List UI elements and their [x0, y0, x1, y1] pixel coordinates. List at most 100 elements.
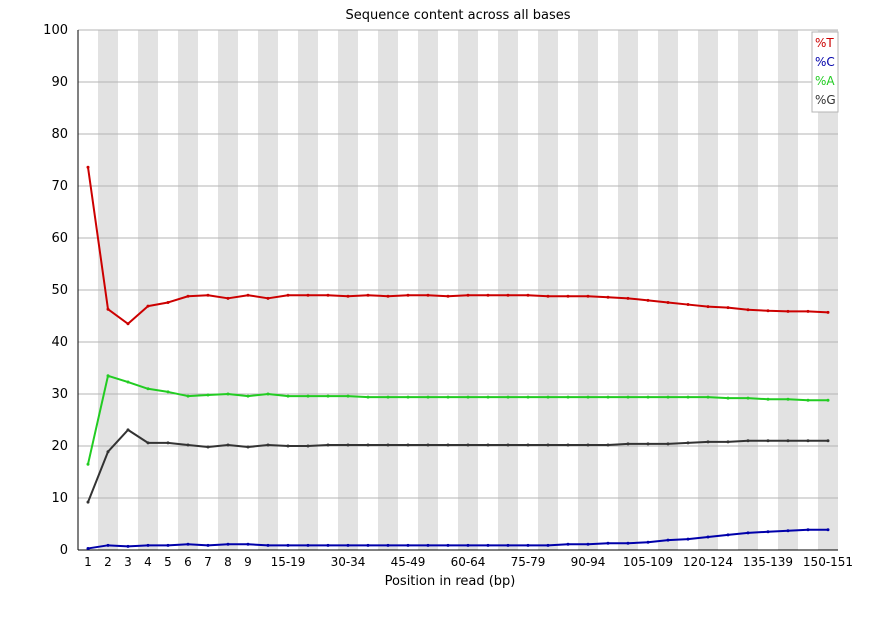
- point-1-11: [286, 543, 290, 547]
- point-2-21: [486, 395, 490, 399]
- point-3-9: [246, 445, 250, 449]
- point-3-37: [806, 439, 810, 443]
- point-3-30: [666, 442, 670, 446]
- point-1-21: [486, 543, 490, 547]
- point-0-33: [726, 306, 730, 310]
- point-2-14: [346, 394, 350, 398]
- point-2-32: [706, 395, 710, 399]
- point-3-16: [386, 443, 390, 447]
- point-2-35: [766, 397, 770, 401]
- point-1-5: [166, 543, 170, 547]
- point-1-34: [746, 531, 750, 535]
- point-2-31: [686, 395, 690, 399]
- point-3-20: [466, 443, 470, 447]
- x-tick-label-7: 7: [204, 555, 212, 569]
- point-3-11: [286, 444, 290, 448]
- point-2-2: [106, 374, 110, 378]
- x-tick-label-38: 150-151: [803, 555, 853, 569]
- point-3-31: [686, 441, 690, 445]
- point-3-19: [446, 443, 450, 447]
- legend: %T %C %A %G: [811, 31, 839, 113]
- y-tick-label-20: 20: [51, 439, 68, 454]
- point-1-16: [386, 543, 390, 547]
- x-tick-label-26: 90-94: [571, 555, 606, 569]
- point-3-35: [766, 439, 770, 443]
- x-tick-label-8: 8: [224, 555, 232, 569]
- point-2-19: [446, 395, 450, 399]
- point-0-36: [786, 309, 790, 313]
- point-3-38: [826, 439, 830, 443]
- point-1-36: [786, 529, 790, 533]
- x-tick-label-9: 9: [244, 555, 252, 569]
- point-3-15: [366, 443, 370, 447]
- point-1-35: [766, 530, 770, 534]
- y-tick-label-60: 60: [51, 231, 68, 246]
- y-tick-label-10: 10: [51, 491, 68, 506]
- point-0-17: [406, 293, 410, 297]
- point-1-8: [226, 542, 230, 546]
- point-1-14: [346, 543, 350, 547]
- point-3-3: [126, 428, 130, 432]
- point-3-36: [786, 439, 790, 443]
- point-0-15: [366, 293, 370, 297]
- point-1-30: [666, 538, 670, 542]
- point-2-9: [246, 394, 250, 398]
- point-3-26: [586, 443, 590, 447]
- point-2-38: [826, 398, 830, 402]
- point-2-28: [626, 395, 630, 399]
- point-3-14: [346, 443, 350, 447]
- point-2-16: [386, 395, 390, 399]
- point-0-25: [566, 294, 570, 298]
- point-2-25: [566, 395, 570, 399]
- series-lines: [86, 165, 830, 550]
- point-0-29: [646, 298, 650, 302]
- position-stripes: [98, 30, 838, 550]
- point-1-19: [446, 543, 450, 547]
- point-1-12: [306, 543, 310, 547]
- point-3-4: [146, 441, 150, 445]
- point-1-4: [146, 543, 150, 547]
- point-1-17: [406, 543, 410, 547]
- point-0-34: [746, 308, 750, 312]
- tick-labels: 0 10 20 30 40 50 60 70 80 90 100 1 2 3 4 5 6 7 8 9 15-19 30-3…: [43, 23, 853, 569]
- point-1-10: [266, 543, 270, 547]
- point-3-10: [266, 443, 270, 447]
- legend-box: [811, 31, 839, 113]
- point-2-1: [86, 462, 90, 466]
- point-0-7: [206, 293, 210, 297]
- point-3-8: [226, 443, 230, 447]
- point-2-26: [586, 395, 590, 399]
- point-0-20: [466, 293, 470, 297]
- series-line-2: [87, 374, 828, 465]
- point-0-5: [166, 300, 170, 304]
- y-tick-label-40: 40: [51, 335, 68, 350]
- point-3-25: [566, 443, 570, 447]
- point-1-32: [706, 535, 710, 539]
- axes: [77, 30, 838, 551]
- point-1-7: [206, 543, 210, 547]
- point-2-34: [746, 396, 750, 400]
- point-1-27: [606, 541, 610, 545]
- point-0-22: [506, 293, 510, 297]
- x-tick-label-2: 2: [104, 555, 112, 569]
- point-2-18: [426, 395, 430, 399]
- x-tick-label-32: 120-124: [683, 555, 733, 569]
- y-tick-label-90: 90: [51, 75, 68, 90]
- point-3-23: [526, 443, 530, 447]
- point-1-23: [526, 543, 530, 547]
- point-2-10: [266, 392, 270, 396]
- point-1-26: [586, 542, 590, 546]
- point-0-6: [186, 294, 190, 298]
- point-2-20: [466, 395, 470, 399]
- point-1-9: [246, 542, 250, 546]
- point-3-27: [606, 443, 610, 447]
- point-1-25: [566, 542, 570, 546]
- point-3-1: [86, 500, 90, 504]
- y-tick-label-0: 0: [60, 543, 68, 558]
- point-0-11: [286, 293, 290, 297]
- point-3-7: [206, 445, 210, 449]
- x-tick-label-17: 45-49: [391, 555, 426, 569]
- point-3-32: [706, 440, 710, 444]
- point-0-16: [386, 294, 390, 298]
